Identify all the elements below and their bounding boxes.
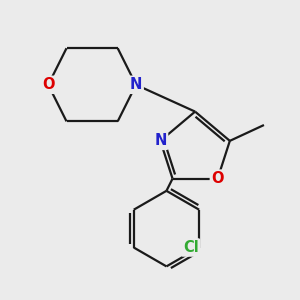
Text: N: N — [154, 134, 167, 148]
Text: N: N — [130, 77, 142, 92]
Text: Cl: Cl — [183, 240, 199, 255]
Text: O: O — [42, 77, 55, 92]
Text: O: O — [212, 171, 224, 186]
